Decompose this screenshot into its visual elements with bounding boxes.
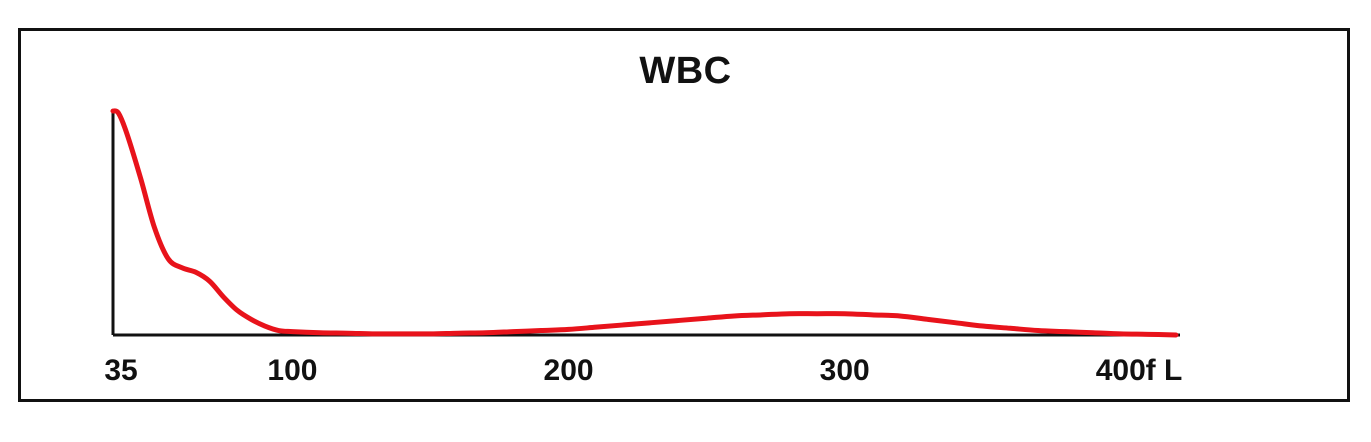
chart-title: WBC [639,50,732,92]
series-layer [110,108,1179,338]
axes [111,109,1180,337]
chart-frame [18,28,1350,402]
series-line-0 [110,108,1179,338]
x-tick-label-100: 100 [267,354,317,387]
x-tick-label-300: 300 [820,354,870,387]
x-tick-label-200: 200 [544,354,594,387]
x-tick-label-400: 400 [1096,354,1146,387]
x-tick-labels: 35 100 200 300 400 f L [104,354,1182,387]
x-tick-label-35: 35 [104,354,137,387]
x-unit-label: f L [1146,354,1183,387]
